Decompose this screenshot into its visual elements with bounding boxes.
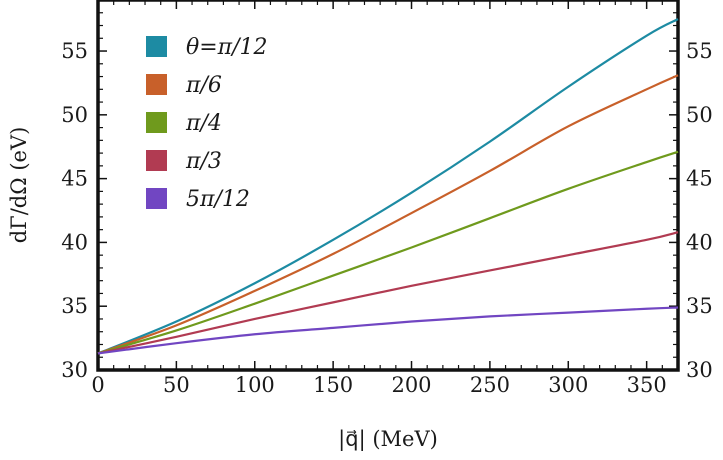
- y-tick-label-left: 50: [61, 103, 88, 127]
- x-tick-label: 300: [548, 373, 588, 397]
- x-tick-label: 0: [91, 373, 104, 397]
- legend-label: θ=π/12: [186, 35, 268, 60]
- x-tick-label: 100: [235, 373, 275, 397]
- x-tick-label: 50: [163, 373, 190, 397]
- x-axis-label: |q⃗| (MeV): [338, 427, 438, 452]
- legend-label: 5π/12: [186, 187, 250, 212]
- tick-labels: 0 50 100 150 200 250 300 350 30 30 35 35 40 40 45 45 50 5…: [61, 39, 712, 397]
- x-tick-label: 350: [627, 373, 667, 397]
- x-tick-label: 250: [470, 373, 510, 397]
- y-tick-label-left: 55: [61, 39, 88, 63]
- series-line-4: [97, 231, 679, 355]
- legend-swatch: [146, 150, 167, 171]
- ticks: [97, 0, 678, 371]
- y-tick-label-left: 45: [61, 167, 88, 191]
- series-line-2: [97, 74, 679, 355]
- y-tick-label-right: 45: [686, 167, 713, 191]
- series-line-5: [97, 306, 679, 355]
- series-line-1: [97, 18, 679, 355]
- y-tick-label-left: 35: [61, 294, 88, 318]
- y-tick-label-right: 35: [686, 294, 713, 318]
- y-axis-label: dΓ/dΩ (eV): [7, 127, 31, 244]
- y-tick-label-left: 40: [61, 230, 88, 254]
- y-tick-label-right: 50: [686, 103, 713, 127]
- y-tick-label-left: 30: [61, 358, 88, 382]
- legend-swatch: [146, 188, 167, 209]
- x-tick-label: 200: [391, 373, 431, 397]
- y-tick-label-right: 30: [686, 358, 713, 382]
- series-lines: [97, 18, 679, 355]
- legend: θ=π/12 π/6 π/4 π/3 5π/12: [146, 35, 268, 212]
- plot-frame: [96, 0, 680, 372]
- legend-swatch: [146, 112, 167, 133]
- legend-label: π/3: [185, 149, 222, 174]
- y-tick-label-right: 55: [686, 39, 713, 63]
- legend-swatch: [146, 74, 167, 95]
- series-line-3: [97, 150, 679, 355]
- legend-label: π/6: [185, 73, 222, 98]
- legend-swatch: [146, 36, 167, 57]
- y-tick-label-right: 40: [686, 230, 713, 254]
- x-tick-label: 150: [313, 373, 353, 397]
- legend-label: π/4: [185, 111, 222, 136]
